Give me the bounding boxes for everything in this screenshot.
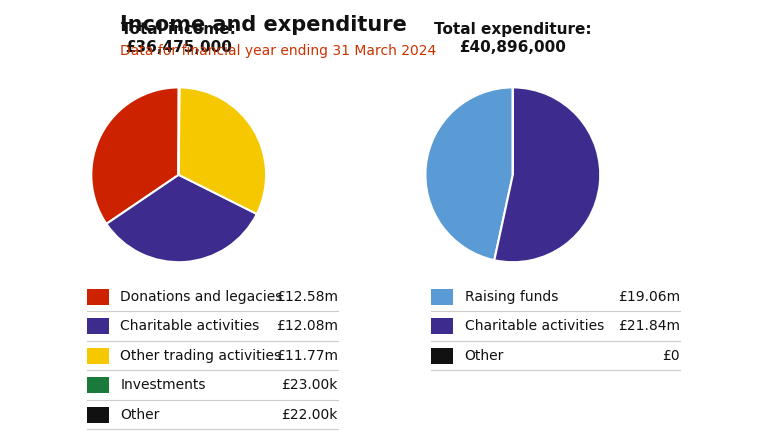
Bar	[431, 348, 453, 364]
Title: Total expenditure:
£40,896,000: Total expenditure: £40,896,000	[434, 22, 591, 55]
Bar	[87, 289, 109, 305]
Text: Investments: Investments	[120, 378, 206, 392]
Text: £23.00k: £23.00k	[281, 378, 338, 392]
Bar	[87, 348, 109, 364]
Bar	[87, 318, 109, 334]
Bar	[87, 377, 109, 393]
Text: £12.58m: £12.58m	[276, 290, 338, 304]
Text: £21.84m: £21.84m	[618, 319, 680, 333]
Wedge shape	[92, 87, 179, 224]
Text: Income and expenditure: Income and expenditure	[120, 15, 407, 35]
Wedge shape	[426, 87, 513, 260]
Text: Other: Other	[465, 349, 504, 363]
Text: Raising funds: Raising funds	[465, 290, 558, 304]
Wedge shape	[106, 175, 257, 262]
Bar	[431, 318, 453, 334]
Text: £19.06m: £19.06m	[618, 290, 680, 304]
Text: £11.77m: £11.77m	[276, 349, 338, 363]
Bar	[431, 289, 453, 305]
Text: £0: £0	[662, 349, 680, 363]
Text: £12.08m: £12.08m	[276, 319, 338, 333]
Text: Other trading activities: Other trading activities	[120, 349, 281, 363]
Text: Charitable activities: Charitable activities	[465, 319, 604, 333]
Bar	[87, 407, 109, 423]
Text: Donations and legacies: Donations and legacies	[120, 290, 283, 304]
Wedge shape	[179, 87, 266, 214]
Title: Total income:
£36,475,000: Total income: £36,475,000	[121, 22, 236, 55]
Text: £22.00k: £22.00k	[281, 408, 338, 422]
Text: Data for financial year ending 31 March 2024: Data for financial year ending 31 March …	[120, 44, 437, 58]
Wedge shape	[494, 87, 600, 262]
Text: Charitable activities: Charitable activities	[120, 319, 260, 333]
Text: Other: Other	[120, 408, 160, 422]
